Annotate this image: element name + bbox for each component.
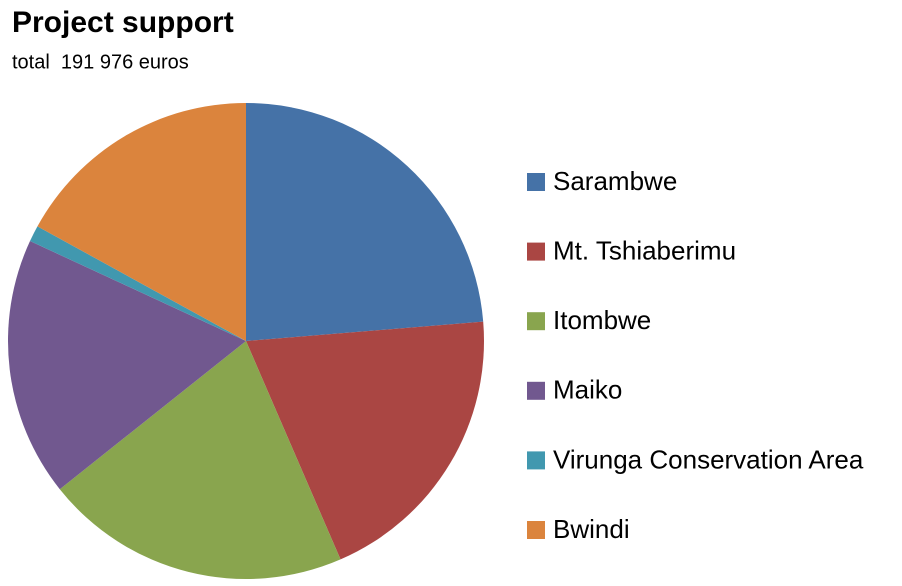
pie-slice	[30, 226, 246, 341]
legend-label: Bwindi	[553, 514, 630, 544]
legend-swatch	[527, 521, 545, 539]
legend-label: Virunga Conservation Area	[553, 444, 864, 474]
legend-label: Sarambwe	[553, 166, 677, 196]
legend-swatch	[527, 173, 545, 191]
legend-swatch	[527, 381, 545, 400]
legend-label: Maiko	[553, 375, 622, 405]
legend-swatch	[527, 312, 545, 331]
pie-slice	[7, 241, 246, 490]
pie-slice	[59, 341, 341, 579]
chart-subtitle: total 191 976 euros	[12, 51, 189, 73]
legend-label: Mt. Tshiaberimu	[553, 235, 736, 265]
pie-slice	[246, 321, 484, 560]
pie-slice	[37, 103, 246, 341]
chart-title: Project support	[12, 6, 234, 39]
legend-swatch	[527, 242, 545, 261]
pie-slice	[246, 103, 484, 341]
legend-label: Itombwe	[553, 305, 651, 335]
legend-swatch	[527, 451, 545, 470]
